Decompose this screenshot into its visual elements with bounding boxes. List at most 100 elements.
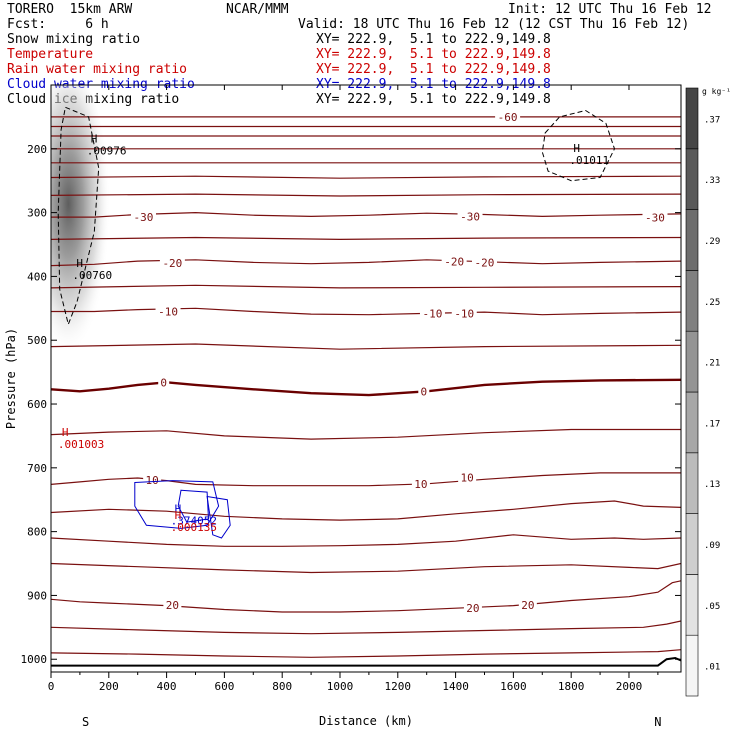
field-xy: XY= 222.9, 5.1 to 222.9,149.8 xyxy=(316,32,551,47)
temperature-isotherm xyxy=(51,500,681,521)
y-tick-label: 300 xyxy=(27,207,47,220)
isotherm-label: 20 xyxy=(166,599,179,612)
cloud-water-contour xyxy=(206,495,231,539)
isotherm-label-bg xyxy=(458,471,477,484)
snow-contour xyxy=(57,106,100,326)
isotherm-label-bg xyxy=(158,376,170,389)
colorbar-swatch xyxy=(685,391,699,454)
forecast-hour: Fcst: 6 h xyxy=(7,17,109,32)
init-time: Init: 12 UTC Thu 16 Feb 12 xyxy=(508,2,712,17)
colorbar-swatch xyxy=(685,148,699,210)
isotherm-label-bg xyxy=(451,307,477,320)
colorbar-swatch xyxy=(685,634,699,697)
colorbar-swatch xyxy=(685,452,699,514)
isotherm-label-bg xyxy=(463,602,482,615)
isotherm-label: 0 xyxy=(420,385,427,398)
temperature-isotherm xyxy=(51,211,681,218)
temperature-isotherm xyxy=(51,175,681,179)
cloud-ice-contour xyxy=(541,109,616,182)
y-tick-label: 500 xyxy=(27,334,47,347)
isotherm-label-bg xyxy=(159,257,185,270)
colorbar-label: .25 xyxy=(704,298,720,308)
isotherm-label-bg xyxy=(418,385,430,398)
isotherm-label-bg xyxy=(457,210,483,223)
snow-shading xyxy=(51,85,111,369)
cloud-water-contour xyxy=(134,480,220,529)
y-tick-label: 400 xyxy=(27,270,47,283)
temperature-isotherm xyxy=(51,562,681,574)
temperature-isotherm xyxy=(51,428,681,440)
field-name: Snow mixing ratio xyxy=(7,32,141,47)
y-axis-title: Pressure (hPa) xyxy=(4,328,18,429)
isotherm-label-bg xyxy=(642,211,668,224)
colorbar-swatch xyxy=(685,513,699,575)
colorbar-label: .33 xyxy=(704,176,720,186)
isotherm-label: -60 xyxy=(498,111,518,124)
colorbar-swatch xyxy=(685,574,699,636)
temperature-isotherm xyxy=(51,193,681,197)
y-tick-label: 600 xyxy=(27,398,47,411)
x-tick-label: 200 xyxy=(99,680,119,693)
field-name: Rain water mixing ratio xyxy=(7,62,188,77)
x-tick-label: 400 xyxy=(157,680,177,693)
center-label: NCAR/MMM xyxy=(226,2,289,17)
isotherm-label: 10 xyxy=(414,478,427,491)
isotherm-label: -20 xyxy=(475,256,495,269)
colorbar-label: .09 xyxy=(704,541,720,551)
isotherm-label-bg xyxy=(155,305,181,318)
isotherm-label: -10 xyxy=(454,307,474,320)
colorbar-swatch xyxy=(685,270,699,332)
isotherm-label: -10 xyxy=(158,306,178,319)
y-tick-label: 200 xyxy=(27,143,47,156)
colorbar-label: .21 xyxy=(704,359,720,369)
colorbar-swatch xyxy=(685,330,699,393)
rain-max-value: .001003 xyxy=(58,438,104,451)
rain-max-h: H xyxy=(62,426,69,439)
isotherm-label-bg xyxy=(143,473,162,486)
x-end-label-north: N xyxy=(654,715,661,729)
isotherm-label: -20 xyxy=(162,257,182,270)
cloud-ice-max-value: .01011 xyxy=(569,154,609,167)
colorbar-label: .05 xyxy=(704,602,720,612)
valid-time: Valid: 18 UTC Thu 16 Feb 12 (12 CST Thu … xyxy=(298,17,690,32)
isotherm-label-bg xyxy=(471,256,497,269)
plot-frame xyxy=(50,84,682,673)
colorbar-label: .17 xyxy=(704,419,720,429)
cloud-water-contour xyxy=(177,489,210,523)
isotherm-label-bg xyxy=(441,255,467,268)
cloud-water-max-h: H xyxy=(175,502,182,515)
y-tick-label: 700 xyxy=(27,462,47,475)
isotherm-label: -10 xyxy=(423,307,443,320)
x-tick-label: 2000 xyxy=(616,680,643,693)
colorbar-swatch xyxy=(685,209,699,271)
isotherm-label-bg xyxy=(130,211,156,224)
cloud-ice-max-h: H xyxy=(91,132,98,145)
isotherm-label-bg xyxy=(419,307,445,320)
isotherm-label: -30 xyxy=(134,211,154,224)
temperature-isotherm xyxy=(51,343,681,350)
x-tick-label: 1600 xyxy=(500,680,527,693)
isotherm-label-bg xyxy=(163,599,182,612)
isotherm-label-bg xyxy=(411,477,430,490)
x-tick-label: 1000 xyxy=(327,680,354,693)
cloud-water-max-value: .374052 xyxy=(171,514,217,527)
rain-max-value: .000135 xyxy=(171,521,217,534)
y-tick-label: 900 xyxy=(27,589,47,602)
temperature-isotherm xyxy=(51,472,681,487)
isotherm-label: 10 xyxy=(146,474,159,487)
x-tick-label: 0 xyxy=(48,680,55,693)
colorbar-label: .01 xyxy=(704,663,720,673)
isotherm-label-bg xyxy=(495,110,521,123)
y-tick-label: 800 xyxy=(27,526,47,539)
isotherm-label: 10 xyxy=(461,471,474,484)
isotherm-label-bg xyxy=(518,599,537,612)
colorbar-label: .29 xyxy=(704,237,720,247)
isotherm-label: 20 xyxy=(521,599,534,612)
isotherm-label: 20 xyxy=(466,602,479,615)
temperature-isotherm xyxy=(51,284,681,289)
terrain-line xyxy=(51,656,681,667)
snow-max-value: .00760 xyxy=(72,269,112,282)
x-tick-label: 1800 xyxy=(558,680,585,693)
y-tick-label: 1000 xyxy=(21,653,48,666)
